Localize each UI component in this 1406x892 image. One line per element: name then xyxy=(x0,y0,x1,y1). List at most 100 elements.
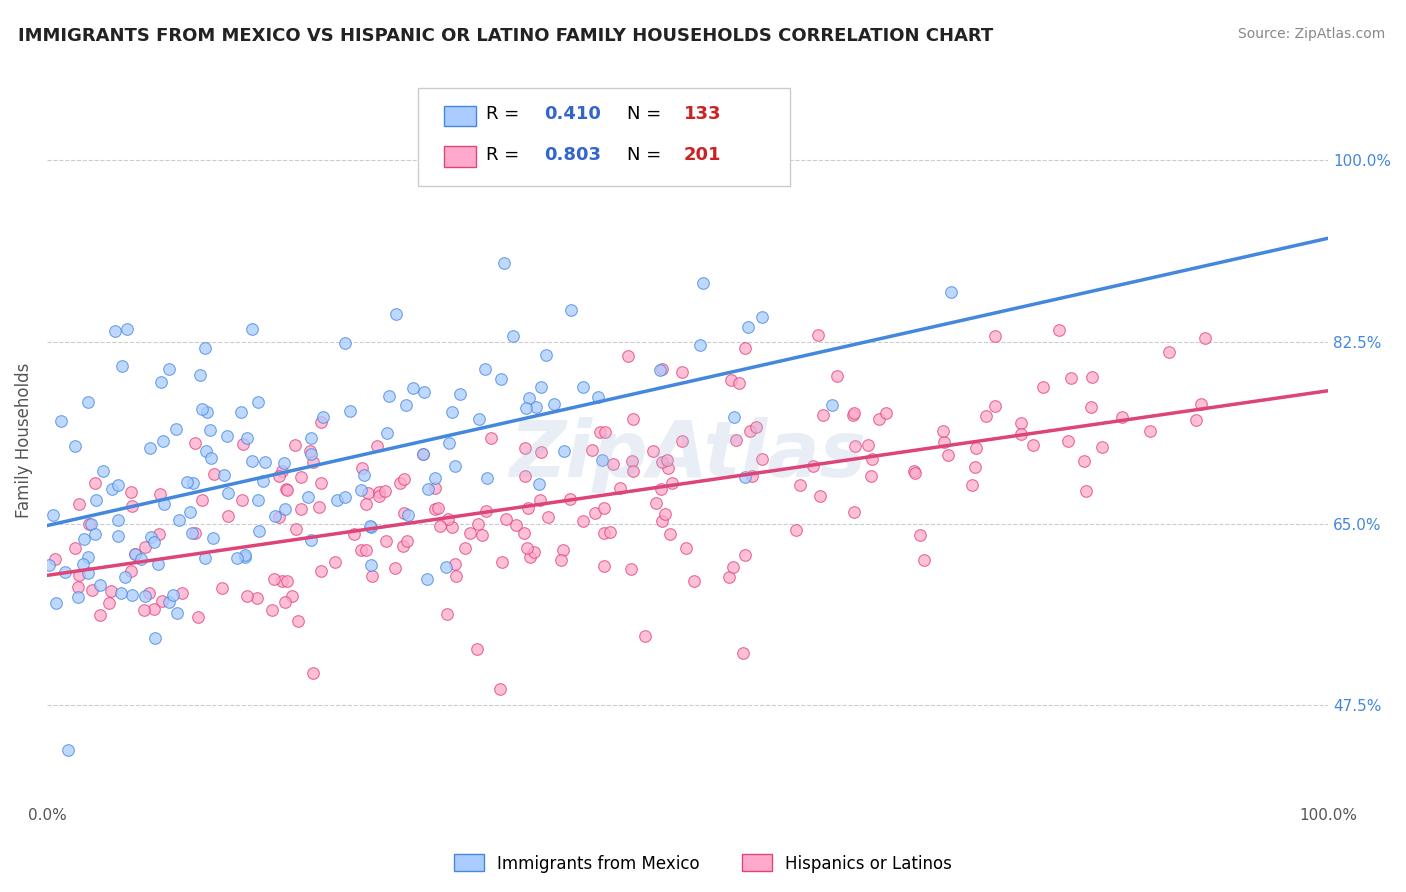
Point xyxy=(120,484,142,499)
Point xyxy=(962,478,984,492)
Point xyxy=(984,399,1007,413)
Point xyxy=(440,405,463,419)
Point xyxy=(67,580,90,594)
Point xyxy=(129,552,152,566)
Point xyxy=(84,526,107,541)
Point xyxy=(260,603,283,617)
Point xyxy=(236,432,259,446)
Point xyxy=(723,559,745,574)
Point xyxy=(655,452,678,467)
Point xyxy=(475,471,498,485)
Point xyxy=(72,557,94,571)
Point xyxy=(1032,380,1054,394)
Point xyxy=(475,504,498,518)
Point xyxy=(650,482,672,496)
Point xyxy=(724,433,747,447)
Point xyxy=(1080,369,1102,384)
Point xyxy=(91,464,114,478)
Point xyxy=(1111,409,1133,424)
Point xyxy=(67,497,90,511)
Point xyxy=(166,606,188,620)
Point xyxy=(162,588,184,602)
Point xyxy=(441,520,464,534)
Point xyxy=(841,409,863,423)
Point xyxy=(648,363,671,377)
Point xyxy=(89,578,111,592)
Point xyxy=(423,502,446,516)
Point xyxy=(339,403,361,417)
Text: 0.803: 0.803 xyxy=(544,146,600,164)
Point xyxy=(659,526,682,541)
Point xyxy=(361,569,384,583)
Point xyxy=(73,532,96,546)
Point xyxy=(56,743,79,757)
Point xyxy=(333,336,356,351)
Point xyxy=(217,486,239,500)
Point xyxy=(246,492,269,507)
Point xyxy=(217,508,239,523)
Point xyxy=(100,482,122,496)
Point xyxy=(184,436,207,450)
Point xyxy=(263,572,285,586)
Point xyxy=(471,528,494,542)
Point xyxy=(1184,413,1206,427)
Point xyxy=(593,559,616,574)
Point xyxy=(274,594,297,608)
Point xyxy=(194,551,217,566)
Point xyxy=(932,434,955,449)
Point xyxy=(270,464,292,478)
Text: ZipAtlas: ZipAtlas xyxy=(509,417,866,493)
Point xyxy=(309,415,332,429)
Point xyxy=(1194,331,1216,345)
Point xyxy=(479,431,502,445)
Point xyxy=(620,454,643,468)
Point xyxy=(963,459,986,474)
Text: 133: 133 xyxy=(683,105,721,123)
Point xyxy=(807,328,830,343)
Point xyxy=(543,397,565,411)
Point xyxy=(240,454,263,468)
Point xyxy=(375,426,398,441)
Point xyxy=(904,466,927,480)
Point xyxy=(675,541,697,556)
Point xyxy=(107,528,129,542)
Point xyxy=(875,406,897,420)
Point xyxy=(692,277,714,291)
Point xyxy=(634,629,657,643)
Point xyxy=(519,549,541,564)
Point xyxy=(373,483,395,498)
Point xyxy=(270,574,292,588)
Point xyxy=(195,405,218,419)
Text: N =: N = xyxy=(627,146,668,164)
Point xyxy=(723,409,745,424)
Point xyxy=(908,528,931,542)
Point xyxy=(413,384,436,399)
Point xyxy=(1159,345,1181,359)
Point xyxy=(449,386,471,401)
Point xyxy=(465,642,488,657)
Point xyxy=(38,558,60,573)
Point xyxy=(731,646,754,660)
Point xyxy=(586,390,609,404)
Point xyxy=(76,550,98,565)
Point xyxy=(467,516,489,531)
Point xyxy=(107,478,129,492)
Point xyxy=(233,548,256,562)
Point xyxy=(651,362,673,376)
Point xyxy=(142,535,165,549)
Point xyxy=(396,508,419,522)
Point xyxy=(914,553,936,567)
Point xyxy=(489,682,512,697)
Point xyxy=(984,328,1007,343)
Text: 0.410: 0.410 xyxy=(544,105,600,123)
Point xyxy=(231,405,253,419)
Point xyxy=(360,519,382,533)
Point xyxy=(720,373,742,387)
Point xyxy=(309,564,332,578)
Point xyxy=(276,574,298,588)
Point xyxy=(233,549,256,564)
Point xyxy=(751,310,773,324)
Point xyxy=(246,591,269,605)
Point xyxy=(247,524,270,539)
Point xyxy=(588,425,610,439)
